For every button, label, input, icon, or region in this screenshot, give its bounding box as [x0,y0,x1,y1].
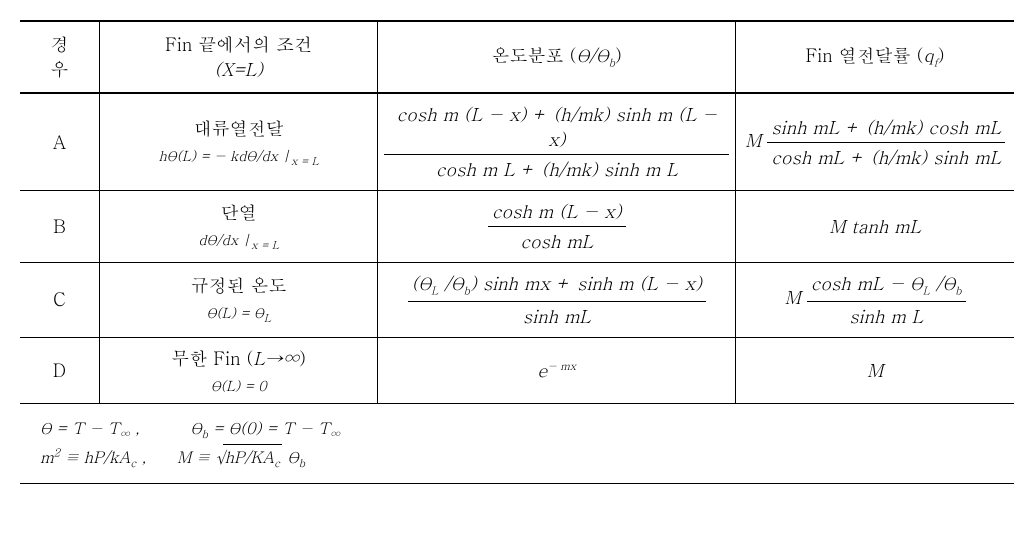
cell-c-cond-title: 규정된 온도 [191,273,287,298]
header-case-l1: 경 [51,32,69,57]
cell-a-rate-frac: sinh mL + (h/mk) cosh mL cosh mL + (h/mk… [767,115,1005,170]
header-rate: Fin 열전달률 (qf) [736,21,1014,93]
footer-2b: M ≡ √hP/KAc θb [177,445,305,468]
cell-d-case: D [20,337,100,403]
cell-a-dist-den: cosh m L + (h/mk) sinh m L [384,155,729,182]
cell-b-dist-num: cosh m (L − x) [488,199,626,227]
cell-a-condition: 대류열전달 hθ(L) = − kdθ/dx |x = L [100,93,378,191]
cell-d-dist-text: e− mx [537,358,576,383]
cell-c-rate-den: sinh m L [807,302,966,329]
header-rate-text: Fin 열전달률 (qf) [806,43,945,68]
footer-2a: m2 ≡ hP/kAc , [40,445,146,468]
header-condition-l2: (X=L) [214,57,263,82]
cell-a-distribution: cosh m (L − x) + (h/mk) sinh m (L − x) c… [378,93,736,191]
cell-a-cond-title: 대류열전달 [194,116,284,141]
cell-b-cond-title: 단열 [221,200,257,225]
cell-d-cond-title: 무한 Fin (L→∞) [171,346,306,371]
cell-c-dist-frac: (θL /θb) sinh mx + sinh m (L − x) sinh m… [408,271,706,329]
header-case: 경 우 [20,21,100,93]
footer-1a: θ = T − T∞ , [40,416,140,439]
cell-d-condition: 무한 Fin (L→∞) θ(L) = 0 [100,337,378,403]
header-condition: Fin 끝에서의 조건 (X=L) [100,21,378,93]
cell-b-dist-frac: cosh m (L − x) cosh mL [488,199,626,254]
row-b: B 단열 dθ/dx |x = L cosh m (L − x) cosh mL… [20,191,1014,263]
cell-c-dist-num: (θL /θb) sinh mx + sinh m (L − x) [408,271,706,302]
cell-b-rate: M tanh mL [736,191,1014,263]
cell-c-rate-prefix: M [785,285,801,310]
cell-d-distribution: e− mx [378,337,736,403]
header-distribution: 온도분포 (θ/θb) [378,21,736,93]
header-case-l2: 우 [51,57,69,82]
cell-b-condition: 단열 dθ/dx |x = L [100,191,378,263]
cell-b-cond-formula: dθ/dx |x = L [106,229,371,253]
cell-b-case: B [20,191,100,263]
cell-c-dist-den: sinh mL [408,302,706,329]
footer-1b: θb = θ(0) = T − T∞ [190,416,340,439]
footer-line-2: m2 ≡ hP/kAc , M ≡ √hP/KAc θb [40,444,994,471]
cell-d-rate: M [736,337,1014,403]
header-distribution-text: 온도분포 (θ/θb) [492,43,622,68]
cell-a-rate: M sinh mL + (h/mk) cosh mL cosh mL + (h/… [736,93,1014,191]
cell-a-cond-formula: hθ(L) = − kdθ/dx |x = L [106,145,371,169]
cell-a-case: A [20,93,100,191]
row-d: D 무한 Fin (L→∞) θ(L) = 0 e− mx M [20,337,1014,403]
cell-c-distribution: (θL /θb) sinh mx + sinh m (L − x) sinh m… [378,263,736,338]
footer-cell: θ = T − T∞ , θb = θ(0) = T − T∞ m2 ≡ hP/… [20,403,1014,483]
cell-a-rate-den: cosh mL + (h/mk) sinh mL [767,143,1005,170]
footer-row: θ = T − T∞ , θb = θ(0) = T − T∞ m2 ≡ hP/… [20,403,1014,483]
cell-a-dist-num: cosh m (L − x) + (h/mk) sinh m (L − x) [384,102,729,155]
cell-a-rate-prefix: M [745,127,761,152]
cell-c-cond-formula: θ(L) = θL [106,302,371,326]
row-c: C 규정된 온도 θ(L) = θL (θL /θb) sinh mx + si… [20,263,1014,338]
cell-b-distribution: cosh m (L − x) cosh mL [378,191,736,263]
row-a: A 대류열전달 hθ(L) = − kdθ/dx |x = L cosh m (… [20,93,1014,191]
cell-c-rate: M cosh mL − θL /θb sinh m L [736,263,1014,338]
header-row: 경 우 Fin 끝에서의 조건 (X=L) 온도분포 (θ/θb) Fin 열전… [20,21,1014,93]
cell-b-dist-den: cosh mL [488,227,626,254]
cell-a-rate-num: sinh mL + (h/mk) cosh mL [767,115,1005,143]
cell-c-rate-num: cosh mL − θL /θb [807,271,966,302]
cell-a-dist-frac: cosh m (L − x) + (h/mk) sinh m (L − x) c… [384,102,729,182]
cell-c-case: C [20,263,100,338]
fin-equations-table: 경 우 Fin 끝에서의 조건 (X=L) 온도분포 (θ/θb) Fin 열전… [20,20,1014,484]
cell-c-condition: 규정된 온도 θ(L) = θL [100,263,378,338]
header-condition-l1: Fin 끝에서의 조건 [165,32,312,57]
cell-c-rate-frac: cosh mL − θL /θb sinh m L [807,271,966,329]
footer-line-1: θ = T − T∞ , θb = θ(0) = T − T∞ [40,416,994,442]
cell-d-cond-formula: θ(L) = 0 [106,375,371,395]
